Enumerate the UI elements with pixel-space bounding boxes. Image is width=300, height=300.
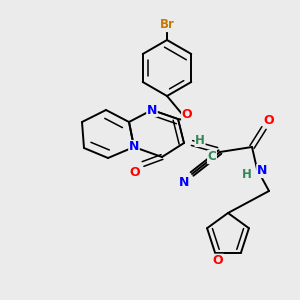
- Text: Br: Br: [160, 19, 174, 32]
- Text: O: O: [130, 167, 140, 179]
- Text: H: H: [242, 167, 252, 181]
- Text: C: C: [208, 151, 216, 164]
- Text: N: N: [179, 176, 189, 188]
- Text: O: O: [213, 254, 224, 267]
- Text: H: H: [195, 134, 205, 146]
- Text: N: N: [257, 164, 267, 178]
- Text: O: O: [264, 113, 274, 127]
- Text: O: O: [182, 109, 192, 122]
- Text: N: N: [147, 103, 157, 116]
- Text: N: N: [129, 140, 139, 154]
